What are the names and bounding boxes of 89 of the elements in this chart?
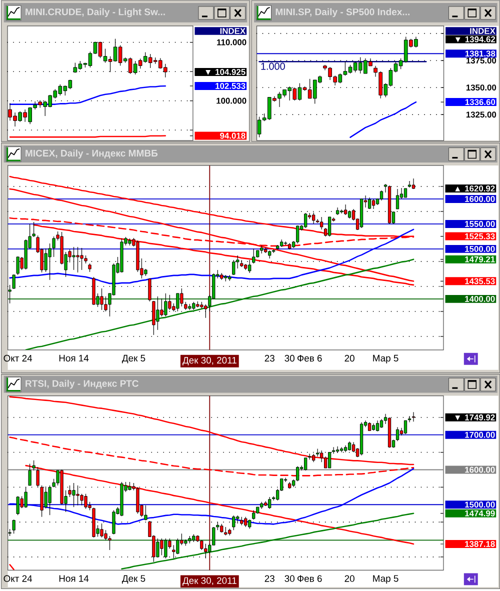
text: INDEX	[470, 28, 496, 34]
candlestick	[48, 485, 52, 516]
y-tick-label: 1479.21	[464, 256, 495, 262]
ref-line-label: 1600.00	[464, 466, 495, 473]
x-tick-label: Фев 6	[297, 354, 322, 362]
candlestick	[304, 212, 308, 228]
y-tick-label: 94.018	[220, 132, 246, 139]
candlestick	[12, 519, 16, 534]
x-tick-label: Ноя 14	[59, 354, 88, 362]
candlestick	[368, 197, 371, 210]
ref-line-label: 1600.00	[464, 196, 495, 202]
chart-title: MINI.SP, Daily - SP500 Index...	[276, 8, 410, 18]
x-tick-label: Окт 24	[4, 575, 32, 582]
text: ▼ 1749.92	[455, 414, 495, 420]
x-tick-label: Мар 5	[372, 354, 398, 364]
candlestick	[296, 466, 300, 482]
x-tick-label: Окт 24	[4, 354, 32, 362]
ref-line-label: 1700.00	[464, 432, 495, 438]
candlestick	[100, 523, 104, 538]
candlestick	[12, 274, 16, 290]
y-tick-label: 1474.99	[464, 510, 495, 516]
x-tick-label: 20	[344, 575, 354, 582]
candlestick	[176, 538, 180, 554]
candlestick	[72, 482, 76, 508]
candlestick	[100, 288, 104, 310]
candlestick	[396, 426, 399, 442]
candlestick	[244, 516, 248, 528]
candlestick	[52, 236, 56, 258]
x-tick-label: 23	[264, 575, 274, 582]
candlestick	[252, 510, 256, 520]
y-tick-label: 1525.33	[464, 233, 495, 240]
text: ▼ 104.925	[205, 68, 246, 75]
x-tick-label: Мар 5	[372, 575, 398, 584]
candlestick	[268, 496, 272, 510]
text: INDEX	[220, 28, 246, 34]
candlestick	[408, 180, 411, 188]
y-tick-label: 1435.53	[464, 278, 495, 284]
x-tick-label: Дек 30, 2011	[182, 577, 236, 586]
candlestick	[328, 216, 331, 237]
x-tick-label: 20	[344, 354, 354, 362]
candlestick	[380, 190, 383, 201]
text: ▼ 1394.62	[455, 36, 495, 42]
ref-line-label: 1381.38	[465, 50, 496, 57]
candlestick	[108, 536, 112, 550]
candlestick	[296, 225, 300, 244]
x-tick-label: 30	[284, 575, 294, 582]
candlestick	[372, 198, 375, 210]
y-tick-label: 1387.18	[464, 541, 495, 547]
chart-title: MINI.CRUDE, Daily - Light Sw...	[25, 8, 165, 18]
series-label: 1.000	[261, 62, 285, 70]
ref-line-label: 1500.00	[464, 246, 495, 252]
candlestick	[252, 248, 256, 264]
candlestick	[104, 530, 108, 541]
x-tick-label: Дек 5	[122, 575, 146, 584]
ref-line-label: 1400.00	[464, 296, 495, 302]
text: ▲ 1620.92	[455, 186, 495, 192]
candlestick	[200, 540, 204, 550]
ref-line-label: 1550.00	[464, 220, 495, 227]
candlestick	[404, 420, 407, 434]
candlestick	[376, 420, 379, 432]
x-tick-label: Дек 5	[122, 354, 146, 364]
candlestick	[80, 494, 84, 506]
x-tick-label: Дек 30, 2011	[182, 356, 236, 366]
y-tick-label: 100.000	[216, 98, 246, 104]
candlestick	[156, 296, 160, 330]
x-tick-label: 23	[264, 354, 274, 362]
y-tick-label: 1375.00	[466, 58, 496, 64]
candlestick	[408, 416, 411, 423]
y-tick-label: 1336.60	[465, 99, 495, 106]
x-tick-label: Фев 6	[297, 575, 322, 582]
candlestick	[304, 458, 308, 471]
chart-title: MICEX, Daily - Индекс ММВБ	[25, 150, 158, 158]
candlestick	[32, 460, 36, 471]
candlestick	[16, 496, 20, 516]
candlestick	[72, 246, 76, 270]
x-tick-label: Ноя 14	[59, 575, 88, 582]
candlestick	[28, 464, 32, 486]
y-tick-label: 1325.00	[466, 112, 496, 118]
y-tick-label: 1350.00	[466, 84, 496, 91]
candlestick	[320, 216, 323, 230]
candlestick	[336, 446, 339, 454]
candlestick	[84, 494, 88, 510]
y-tick-label: 102.533	[215, 82, 246, 89]
candlestick	[156, 538, 160, 558]
ref-line-label: 1500.00	[464, 502, 495, 508]
chart-title: RTSI, Daily - Индекс РТС	[25, 380, 138, 389]
x-tick-label: 30	[284, 354, 294, 362]
candlestick	[160, 538, 164, 556]
y-tick-label: 110.000	[216, 39, 246, 46]
